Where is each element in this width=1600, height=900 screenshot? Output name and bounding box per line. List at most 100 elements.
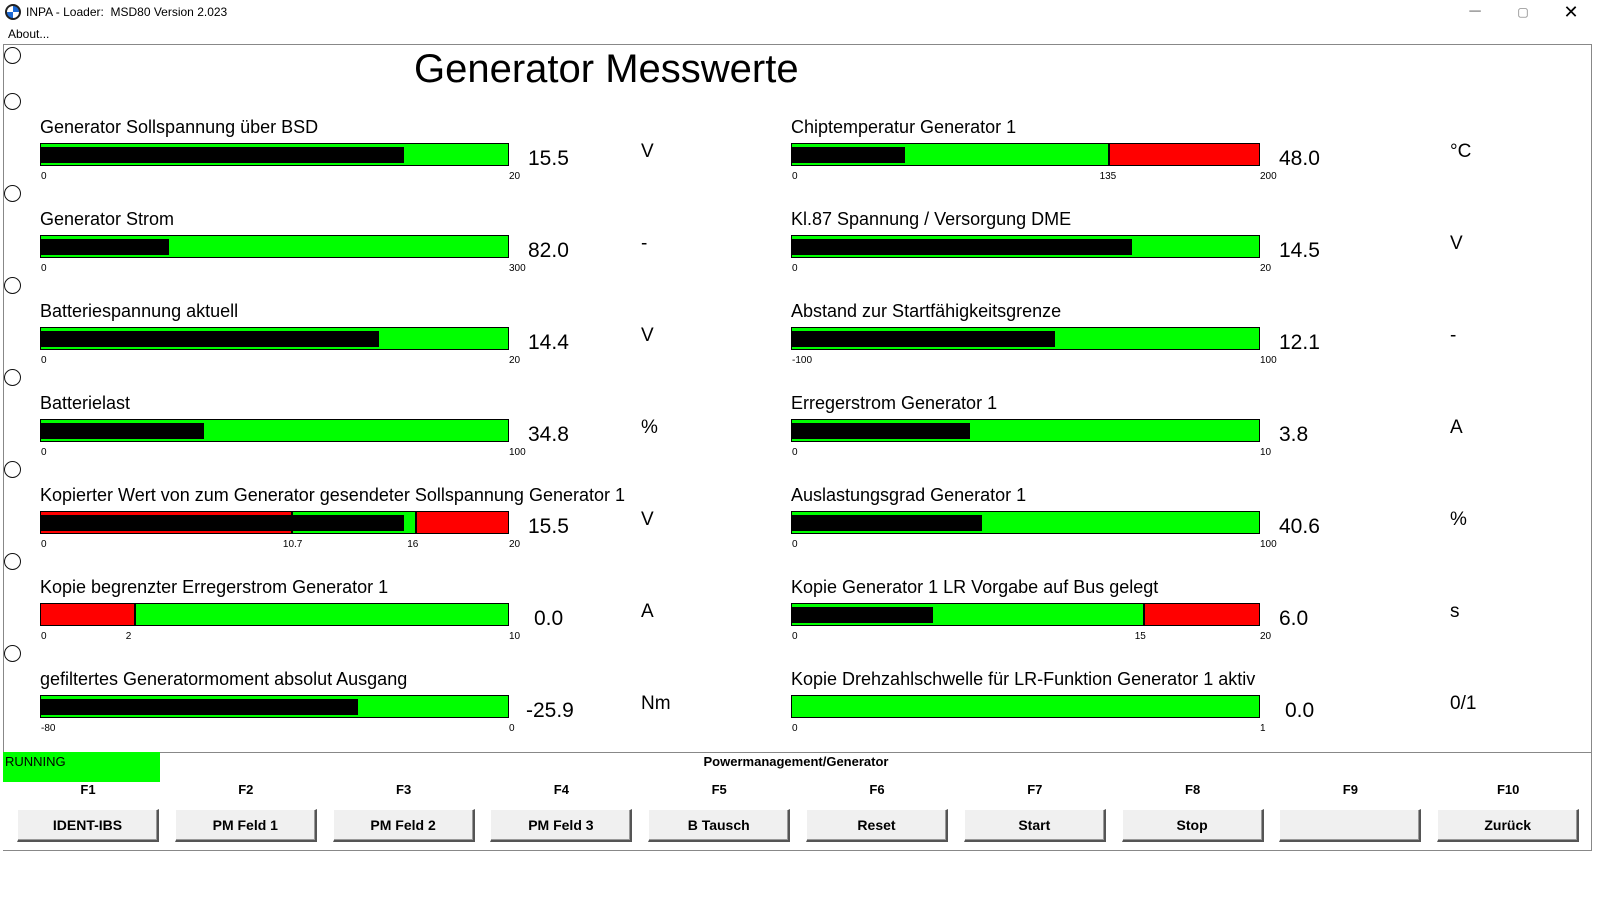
status-badge: RUNNING xyxy=(3,752,160,782)
gauge-tick-label: 0 xyxy=(41,263,47,274)
gauge-value: 15.5 xyxy=(528,515,569,538)
close-button[interactable]: ✕ xyxy=(1563,2,1579,22)
gauge-level xyxy=(41,699,359,715)
gauge-unit: A xyxy=(1450,417,1463,438)
fkey-button-f5[interactable]: B Tausch xyxy=(648,809,791,842)
gauge-bar xyxy=(791,511,1260,534)
gauge-label: Erregerstrom Generator 1 xyxy=(791,393,998,413)
gauge-value: 6.0 xyxy=(1279,607,1309,630)
gauge-level xyxy=(792,147,905,163)
fkey-button-f1[interactable]: IDENT-IBS xyxy=(17,809,159,842)
radio-button[interactable] xyxy=(4,369,21,386)
gauge-label: Generator Sollspannung über BSD xyxy=(40,117,319,137)
gauge-tick-label: 300 xyxy=(509,263,526,274)
fkey-label-f2: F2 xyxy=(238,782,254,797)
gauge-unit: V xyxy=(641,325,654,346)
gauge-tick-label: 200 xyxy=(1260,171,1277,182)
gauge-tick-label: 100 xyxy=(1260,539,1277,550)
fkey-button-f7[interactable]: Start xyxy=(963,809,1106,842)
gauge-label: Kl.87 Spannung / Versorgung DME xyxy=(791,209,1072,229)
context-label: Powermanagement/Generator xyxy=(703,754,889,769)
radio-button[interactable] xyxy=(4,553,21,570)
gauge-bar xyxy=(40,419,509,442)
gauge-tick-label: 20 xyxy=(509,539,521,550)
menu-item-about[interactable]: About... xyxy=(8,27,50,41)
radio-button[interactable] xyxy=(4,461,21,478)
gauge-level xyxy=(792,239,1133,255)
gauge-value: 3.8 xyxy=(1279,423,1309,446)
gauge-value: 34.8 xyxy=(528,423,569,446)
fkey-label-f6: F6 xyxy=(869,782,885,797)
fkey-button-f2[interactable]: PM Feld 1 xyxy=(174,809,317,842)
gauge-limit-marker xyxy=(1142,604,1145,625)
gauge-tick-label: 0 xyxy=(41,447,47,458)
gauge-limit-marker xyxy=(415,512,418,533)
gauge-label: Chiptemperatur Generator 1 xyxy=(791,117,1017,137)
gauge-bar xyxy=(40,695,509,718)
fkey-label-f10: F10 xyxy=(1496,782,1520,797)
gauge-value: -25.9 xyxy=(526,699,574,722)
fkey-button-f3[interactable]: PM Feld 2 xyxy=(332,809,475,842)
gauge-level xyxy=(792,515,983,531)
gauge-bar xyxy=(40,143,509,166)
fkey-label-f1: F1 xyxy=(80,782,96,797)
gauge-level xyxy=(41,331,379,347)
gauge-value: 15.5 xyxy=(528,147,569,170)
gauge-tick-label: 0 xyxy=(792,631,798,642)
gauge-value: 48.0 xyxy=(1279,147,1320,170)
gauge-label: Generator Strom xyxy=(40,209,175,229)
minimize-button[interactable]: ─ xyxy=(1469,3,1481,20)
fkey-button-f4[interactable]: PM Feld 3 xyxy=(490,809,633,842)
gauge-tick-label: 0 xyxy=(792,539,798,550)
page-title: Generator Messwerte xyxy=(414,47,799,91)
gauge-unit: Nm xyxy=(641,693,671,714)
gauge-unit: V xyxy=(1450,233,1463,254)
fkey-label-f4: F4 xyxy=(553,782,569,797)
gauge-tick-label: 0 xyxy=(792,447,798,458)
gauge-tick-label: 100 xyxy=(1260,355,1277,366)
gauge-bar xyxy=(791,327,1260,350)
gauge-bar xyxy=(791,235,1260,258)
gauge-value: 12.1 xyxy=(1279,331,1320,354)
gauge-tick-label: 0 xyxy=(41,539,47,550)
gauge-tick-label: 0 xyxy=(509,723,515,734)
gauge-unit: V xyxy=(641,509,654,530)
gauge-red-zone xyxy=(1143,604,1259,625)
gauge-red-zone xyxy=(1108,144,1259,165)
maximize-button[interactable]: ▢ xyxy=(1517,5,1529,19)
radio-button[interactable] xyxy=(4,47,21,64)
fkey-label-f9: F9 xyxy=(1342,782,1358,797)
gauge-tick-label: 2 xyxy=(125,631,132,642)
gauge-label: Abstand zur Startfähigkeitsgrenze xyxy=(791,301,1062,321)
radio-button[interactable] xyxy=(4,645,21,662)
gauge-tick-label: -80 xyxy=(41,723,56,734)
gauge-bar xyxy=(791,603,1260,626)
fkey-label-f3: F3 xyxy=(396,782,412,797)
window-title: INPA - Loader: MSD80 Version 2.023 xyxy=(26,5,228,19)
fkey-button-f6[interactable]: Reset xyxy=(806,809,948,842)
gauge-level xyxy=(792,607,933,623)
fkey-button-f8[interactable]: Stop xyxy=(1121,809,1264,842)
gauge-bar xyxy=(40,327,509,350)
gauge-label: gefiltertes Generatormoment absolut Ausg… xyxy=(40,669,408,689)
fkey-button-f10[interactable]: Zurück xyxy=(1437,809,1580,842)
gauge-unit: °C xyxy=(1450,141,1472,162)
fkey-label-f8: F8 xyxy=(1185,782,1201,797)
gauge-tick-label: 1 xyxy=(1260,723,1266,734)
gauge-value: 82.0 xyxy=(528,239,569,262)
radio-button[interactable] xyxy=(4,277,21,294)
gauge-value: 14.5 xyxy=(1279,239,1320,262)
gauge-unit: - xyxy=(641,233,648,254)
gauge-tick-label: 15 xyxy=(1134,631,1146,642)
title-bar: INPA - Loader: MSD80 Version 2.023 ─ ▢ ✕ xyxy=(0,0,1600,26)
gauge-tick-label: 0 xyxy=(41,631,47,642)
fkey-button-f9[interactable] xyxy=(1279,809,1422,842)
gauge-tick-label: 10.7 xyxy=(282,539,303,550)
divider xyxy=(3,752,1591,753)
gauge-label: Auslastungsgrad Generator 1 xyxy=(791,485,1027,505)
radio-button[interactable] xyxy=(4,93,21,110)
fkey-label-f7: F7 xyxy=(1027,782,1043,797)
menu-bar: About... xyxy=(0,26,1600,44)
gauge-bar xyxy=(40,235,509,258)
radio-button[interactable] xyxy=(4,185,21,202)
